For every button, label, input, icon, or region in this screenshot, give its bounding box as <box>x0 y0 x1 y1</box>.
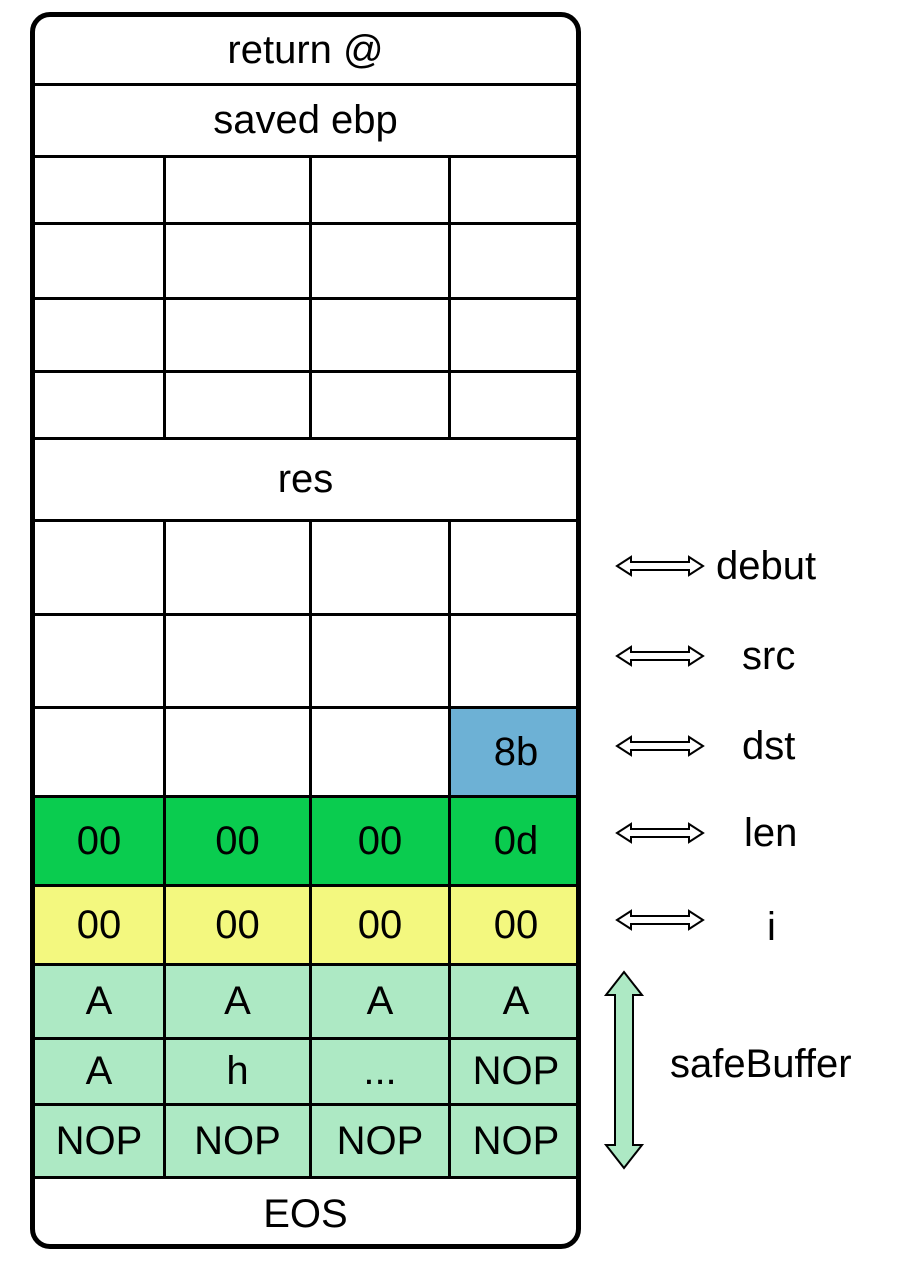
byte-cell <box>309 300 448 370</box>
byte-cell <box>35 300 163 370</box>
byte-cell <box>448 300 576 370</box>
byte-cell: 00 <box>309 887 448 963</box>
byte-cell: NOP <box>448 1040 576 1103</box>
byte-cell: A <box>163 966 309 1037</box>
i-label: i <box>767 905 776 949</box>
empty-row <box>35 222 576 297</box>
byte-cell: A <box>309 966 448 1037</box>
byte-cell <box>163 158 309 222</box>
return-address-row: return @ <box>35 17 576 83</box>
byte-cell: A <box>448 966 576 1037</box>
safe-buffer-arrow-icon <box>603 970 645 1170</box>
saved-ebp-label: saved ebp <box>213 98 398 142</box>
safe-buffer-row: A h ... NOP <box>35 1037 576 1103</box>
byte-cell <box>309 373 448 437</box>
i-row: 00 00 00 00 <box>35 884 576 963</box>
empty-row <box>35 155 576 222</box>
eos-row: EOS <box>35 1176 576 1244</box>
safe-buffer-label: safeBuffer <box>670 1042 852 1086</box>
safe-buffer-row: A A A A <box>35 963 576 1037</box>
len-arrow-icon <box>615 822 705 844</box>
src-arrow-icon <box>615 645 705 667</box>
byte-cell <box>35 709 163 795</box>
res-label: res <box>277 457 334 501</box>
byte-cell: 00 <box>35 887 163 963</box>
byte-cell: NOP <box>448 1106 576 1176</box>
empty-row <box>35 370 576 437</box>
len-row: 00 00 00 0d <box>35 795 576 884</box>
byte-cell <box>309 522 448 613</box>
byte-cell: A <box>35 966 163 1037</box>
byte-cell: NOP <box>35 1106 163 1176</box>
byte-cell: 0d <box>448 798 576 884</box>
i-arrow-icon <box>615 909 705 931</box>
byte-cell <box>35 522 163 613</box>
byte-cell: 00 <box>448 887 576 963</box>
byte-cell <box>309 225 448 297</box>
byte-cell <box>163 300 309 370</box>
saved-ebp-row: saved ebp <box>35 83 576 155</box>
safe-buffer-row: NOP NOP NOP NOP <box>35 1103 576 1176</box>
stack-frame: return @ saved ebp res <box>30 12 581 1249</box>
byte-cell <box>35 373 163 437</box>
dst-label: dst <box>742 724 796 768</box>
byte-cell <box>163 709 309 795</box>
byte-cell: 00 <box>35 798 163 884</box>
byte-cell <box>163 616 309 706</box>
byte-cell: A <box>35 1040 163 1103</box>
dst-arrow-icon <box>615 735 705 757</box>
len-label: len <box>744 811 798 855</box>
eos-label: EOS <box>263 1191 348 1236</box>
byte-cell: h <box>163 1040 309 1103</box>
byte-cell: 00 <box>163 887 309 963</box>
debut-row <box>35 519 576 613</box>
byte-cell: 00 <box>309 798 448 884</box>
overwritten-byte-cell: 8b <box>448 709 576 795</box>
byte-cell: NOP <box>309 1106 448 1176</box>
byte-cell <box>448 522 576 613</box>
byte-cell <box>448 225 576 297</box>
return-address-label: return @ <box>227 27 384 72</box>
byte-cell <box>163 225 309 297</box>
byte-cell <box>309 158 448 222</box>
byte-cell <box>163 522 309 613</box>
byte-cell <box>35 616 163 706</box>
byte-cell <box>448 616 576 706</box>
byte-cell <box>448 158 576 222</box>
src-row <box>35 613 576 706</box>
byte-cell: ... <box>309 1040 448 1103</box>
byte-cell <box>309 709 448 795</box>
dst-row: 8b <box>35 706 576 795</box>
byte-cell <box>448 373 576 437</box>
debut-arrow-icon <box>615 555 705 577</box>
empty-row <box>35 297 576 370</box>
debut-label: debut <box>716 544 817 588</box>
byte-cell <box>35 225 163 297</box>
byte-cell: NOP <box>163 1106 309 1176</box>
byte-cell <box>163 373 309 437</box>
byte-cell <box>35 158 163 222</box>
src-label: src <box>742 634 796 678</box>
res-row: res <box>35 437 576 519</box>
byte-cell: 00 <box>163 798 309 884</box>
byte-cell <box>309 616 448 706</box>
